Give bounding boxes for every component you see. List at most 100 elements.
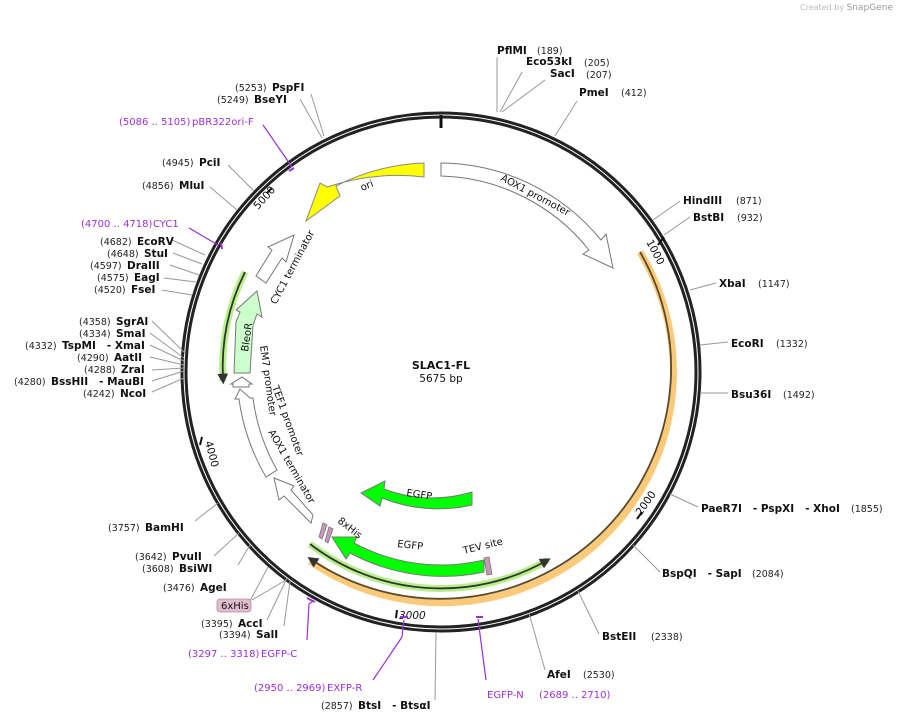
site-pcii[interactable]: (4945) PciI <box>162 157 220 169</box>
site-agei[interactable]: (3476) AgeI <box>163 582 227 594</box>
tick-3000: 3000 <box>399 610 426 622</box>
site-enzyme: SmaI <box>116 328 146 340</box>
site-pspfi[interactable]: (5253) PspFI <box>235 82 304 94</box>
snapgene-credit: Created by SnapGene <box>800 3 893 13</box>
site-pmei[interactable]: PmeI (412) <box>579 87 647 99</box>
site-enzyme: EcoRI <box>731 338 764 350</box>
site-enzyme: NcoI <box>120 388 146 400</box>
primer-cyc1[interactable]: (4700 .. 4718) CYC1 <box>81 219 179 230</box>
site-pvuii[interactable]: (3642) PvuII <box>135 551 202 563</box>
site-position: (1332) <box>776 339 808 350</box>
orf-orange-arrow <box>307 251 672 600</box>
site-position: (4945) <box>162 158 194 169</box>
primer-leader-lines <box>188 124 487 681</box>
site-enzyme: EcoRV <box>137 236 175 248</box>
site-enzyme: AgeI <box>200 582 227 594</box>
site-enzyme: BseYI <box>254 94 287 106</box>
primer-egfp-c[interactable]: (3297 .. 3318) EGFP-C <box>188 649 297 660</box>
site-pflmi[interactable]: PflMI (189) <box>497 45 563 57</box>
site-position: (1492) <box>783 390 815 401</box>
primer-name: CYC1 <box>153 219 179 230</box>
feature-bleor[interactable]: BleoR <box>233 290 263 374</box>
site-acci[interactable]: (3395) AccI <box>201 618 262 630</box>
site-position: (932) <box>737 213 763 224</box>
site-enzyme: Eco53kI <box>526 56 572 68</box>
site-enzyme: Bsu36I <box>731 389 771 401</box>
primer-egfp-n[interactable]: EGFP-N (2689 .. 2710) <box>487 690 611 701</box>
site-enzyme: BtsI - BtsαI <box>358 700 431 712</box>
site-eagi[interactable]: (4575) EagI <box>97 272 160 284</box>
site-sali[interactable]: (3394) SalI <box>219 629 278 641</box>
site-enzyme: StuI <box>144 248 168 260</box>
feature-cyc1-terminator[interactable]: CYC1 terminator <box>255 228 318 306</box>
site-fsei[interactable]: (4520) FseI <box>94 284 155 296</box>
site-position: (4520) <box>94 285 126 296</box>
site-position: (3395) <box>201 619 233 630</box>
feature-label-em7-promoter: EM7 promoter <box>257 345 278 418</box>
site-xmai[interactable]: (4332) TspMI - XmaI <box>25 340 145 352</box>
site-xhoi[interactable]: PaeR7I - PspXI - XhoI (1855) <box>701 503 883 515</box>
site-position: (3476) <box>163 583 195 594</box>
site-position: (207) <box>586 70 612 81</box>
site-ecorv[interactable]: (4682) EcoRV <box>100 236 175 248</box>
site-draiii[interactable]: (4597) DraIII <box>90 260 160 272</box>
site-zrai[interactable]: (4288) ZraI <box>84 364 145 376</box>
site-position: (4290) <box>77 353 109 364</box>
feature-6xhis[interactable]: 6xHis <box>216 579 287 613</box>
site-eco53ki[interactable]: Eco53kI (205) <box>526 56 610 69</box>
feature-label-aox1-promoter: AOX1 promoter <box>499 173 573 219</box>
plasmid-name: SLAC1-FL <box>412 359 470 372</box>
feature-aox1-promoter[interactable]: AOX1 promoter <box>440 162 614 269</box>
primer-range: (2950 .. 2969) <box>254 683 326 694</box>
credit-brand: SnapGene <box>846 3 893 13</box>
site-aatii[interactable]: (4290) AatII <box>77 352 142 364</box>
site-position: (4332) <box>25 341 57 352</box>
primer-exfp-r[interactable]: (2950 .. 2969) EXFP-R <box>254 683 362 694</box>
primer-pbr322ori-f[interactable]: (5086 .. 5105) pBR322ori-F <box>119 117 254 128</box>
restriction-sites: PflMI (189) Eco53kI (205) SacI (207) PmeI (4… <box>14 45 883 712</box>
site-xbai[interactable]: XbaI (1147) <box>719 278 790 290</box>
site-enzyme: SgrAI <box>116 316 148 328</box>
site-position: (4334) <box>79 329 111 340</box>
site-smai[interactable]: (4334) SmaI <box>79 328 146 340</box>
site-enzyme: BamHI <box>145 522 184 534</box>
site-bamhi[interactable]: (3757) BamHI <box>108 522 184 534</box>
site-sgrai[interactable]: (4358) SgrAI <box>79 316 148 328</box>
site-mlui[interactable]: (4856) MluI <box>142 180 204 192</box>
site-enzyme: DraIII <box>127 260 160 272</box>
site-bstbi[interactable]: BstBI (932) <box>693 212 763 224</box>
site-bsu36i[interactable]: Bsu36I (1492) <box>731 389 815 401</box>
site-enzyme: EagI <box>134 272 160 284</box>
primers: (5086 .. 5105) pBR322ori-F (4700 .. 4718)… <box>81 117 611 701</box>
site-mauBI[interactable]: (4280) BssHII - MauBI <box>14 376 144 388</box>
site-ecori[interactable]: EcoRI (1332) <box>731 338 808 350</box>
site-position: (2084) <box>752 569 784 580</box>
site-sapi[interactable]: BspQI - SapI (2084) <box>662 568 784 580</box>
feature-label-6xhis: 6xHis <box>221 601 249 612</box>
site-hindiii[interactable]: HindIII (871) <box>683 195 762 207</box>
site-bsteii[interactable]: BstEII (2338) <box>602 631 683 643</box>
backbone-ring <box>180 111 702 633</box>
site-bsiwi[interactable]: (3608) BsiWI <box>142 563 212 575</box>
site-enzyme: XbaI <box>719 278 746 290</box>
site-stui[interactable]: (4648) StuI <box>107 248 168 260</box>
feature-ori[interactable]: ori <box>304 162 425 223</box>
site-saci[interactable]: SacI (207) <box>550 68 612 81</box>
feature-egfp-outer[interactable]: EGFP <box>331 536 485 577</box>
feature-egfp-inner[interactable]: EGFP <box>360 480 473 510</box>
feature-label-bleor: BleoR <box>240 322 255 352</box>
site-enzyme: PvuII <box>172 551 202 563</box>
feature-label-egfp-inner: EGFP <box>406 488 433 502</box>
site-bseyi[interactable]: (5249) BseYI <box>217 94 287 106</box>
site-enzyme: AccI <box>238 618 262 630</box>
site-afei[interactable]: AfeI (2530) <box>547 669 615 681</box>
site-position: (4242) <box>83 389 115 400</box>
site-ncoi[interactable]: (4242) NcoI <box>83 388 146 400</box>
site-position: (4648) <box>107 249 139 260</box>
site-position: (1147) <box>758 279 790 290</box>
primer-range: (2689 .. 2710) <box>539 690 611 701</box>
site-btsi[interactable]: (2857) BtsI - BtsαI <box>321 700 431 712</box>
site-enzyme: AatII <box>114 352 142 364</box>
site-position: (1855) <box>851 504 883 515</box>
tick-5000: 5000 <box>251 184 278 212</box>
